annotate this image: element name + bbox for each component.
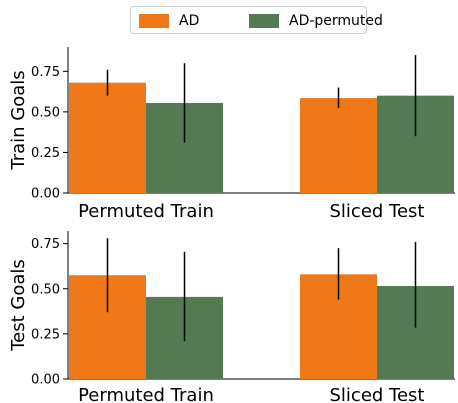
panel1-ytick-label-2: 0.50 (31, 105, 60, 120)
panel1-ytick-label-0: 0.00 (31, 187, 60, 202)
panel2-ytick-label-1: 0.25 (31, 327, 60, 342)
panel1-ytick-label-3: 0.75 (31, 65, 60, 80)
panel1-xtick-label-0: Permuted Train (78, 201, 214, 222)
panel1-bar-ad-1 (300, 98, 377, 193)
panel1-ytick-label-1: 0.25 (31, 146, 60, 161)
panel2-xtick-label-0: Permuted Train (78, 385, 214, 403)
panel1-ylabel: Train Goals (8, 70, 29, 170)
panel2-ytick-label-2: 0.50 (31, 282, 60, 297)
panel2-ylabel: Test Goals (8, 259, 29, 352)
panel2-ytick-label-3: 0.75 (31, 237, 60, 252)
panel1-xtick-label-1: Sliced Test (330, 201, 425, 222)
panel2-xtick-label-1: Sliced Test (330, 385, 425, 403)
panel2-ytick-label-0: 0.00 (31, 373, 60, 388)
panel1-bar-ad-0 (69, 83, 146, 193)
